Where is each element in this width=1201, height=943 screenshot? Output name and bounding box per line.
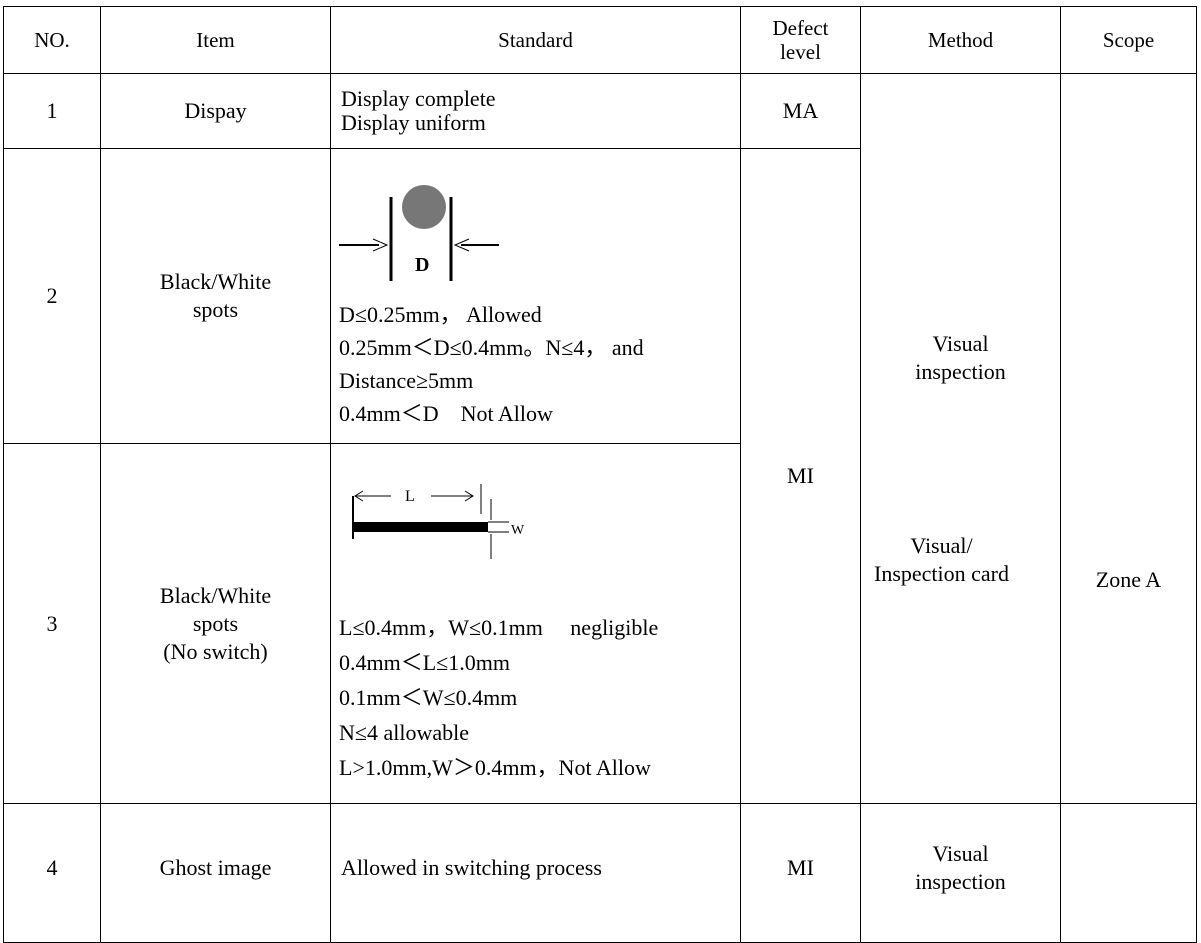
- figure-label: W: [511, 523, 525, 538]
- text: D≤0.25mm， Allowed: [339, 302, 542, 327]
- text: Visual: [932, 331, 989, 356]
- arrowhead: [354, 490, 364, 502]
- text: inspection: [915, 869, 1006, 894]
- cell: Display complete Display uniform: [330, 73, 741, 149]
- cell: Visual inspection Visual/Inspection card: [860, 73, 1061, 804]
- text: Ghost image: [159, 855, 272, 880]
- cell: Dispay: [100, 73, 331, 149]
- text: Black/White: [159, 582, 272, 608]
- arrowhead: [464, 490, 474, 502]
- text: MI: [787, 463, 814, 488]
- header-text: Defect level: [772, 16, 829, 64]
- cell: D D≤0.25mm， Allowed 0.25mm＜D≤0.4mm。N≤4， …: [330, 148, 741, 444]
- text: 0.4mm＜L≤1.0mm: [339, 650, 510, 675]
- header-cell: Item: [100, 6, 331, 74]
- text: 0.1mm＜W≤0.4mm: [339, 685, 518, 710]
- text-block: Visual/Inspection card: [874, 532, 1009, 588]
- header-cell: NO.: [3, 6, 101, 74]
- cell: MA: [740, 73, 861, 149]
- text: 4: [46, 855, 58, 880]
- cell: Visual inspection: [860, 803, 1061, 943]
- text: Display uniform: [341, 110, 486, 135]
- header-text: Item: [196, 28, 235, 52]
- text: Distance≥5mm: [339, 368, 474, 393]
- cell: Black/White spots: [100, 148, 331, 444]
- text: inspection: [915, 359, 1006, 384]
- text: Visual: [932, 841, 989, 866]
- text-block: Visual inspection: [861, 330, 1060, 386]
- cell: Black/White spots (No switch): [100, 443, 331, 804]
- text: L≤0.4mm，W≤0.1mm negligible: [339, 615, 659, 640]
- cell: MI: [740, 148, 861, 804]
- spot: [402, 185, 446, 229]
- spot-figure: D: [339, 185, 499, 281]
- header-text: Scope: [1102, 28, 1155, 52]
- cell: 1: [3, 73, 101, 149]
- text: MA: [782, 98, 819, 123]
- text: (No switch): [163, 638, 268, 664]
- cell: [1060, 803, 1197, 943]
- cell: Allowed in switching process: [330, 803, 741, 943]
- arrowhead: [453, 238, 470, 252]
- text: Zone A: [1095, 567, 1162, 592]
- cell: Ghost image: [100, 803, 331, 943]
- cell: MI: [740, 803, 861, 943]
- text: 0.4mm＜D Not Allow: [339, 401, 553, 426]
- text: 0.25mm＜D≤0.4mm。N≤4， and: [339, 335, 644, 360]
- header-text: Method: [927, 28, 994, 52]
- cell: 3: [3, 443, 101, 804]
- arrowhead: [372, 238, 389, 252]
- cell: 4: [3, 803, 101, 943]
- text: 2: [46, 283, 58, 308]
- text: MI: [787, 855, 814, 880]
- header-text: Standard: [498, 28, 573, 52]
- text: Allowed in switching process: [341, 855, 602, 880]
- text: spots: [192, 297, 239, 322]
- text: 1: [46, 98, 58, 123]
- text: Visual/: [910, 533, 973, 558]
- cell: 2: [3, 148, 101, 444]
- figure-label: L: [405, 488, 415, 505]
- text: Inspection card: [874, 561, 1009, 586]
- header-cell: Scope: [1060, 6, 1197, 74]
- text: L>1.0mm,W＞0.4mm，Not Allow: [339, 755, 651, 780]
- header-cell: Standard: [330, 6, 741, 74]
- cell: L W L≤0.4mm，W≤0.1mm negligible 0.4mm＜L≤1…: [330, 443, 741, 804]
- text: spots: [192, 610, 239, 636]
- cell: Zone A: [1060, 73, 1197, 804]
- line-figure: L W: [352, 484, 525, 559]
- header-text: NO.: [34, 28, 70, 52]
- text: N≤4 allowable: [339, 720, 469, 745]
- text: Display complete: [341, 86, 496, 111]
- header-cell: Method: [860, 6, 1061, 74]
- text: 3: [46, 610, 58, 636]
- bar: [353, 522, 488, 532]
- figure-label: D: [415, 254, 429, 276]
- header-cell: Defect level: [740, 6, 861, 74]
- text: Dispay: [184, 98, 247, 123]
- text: Black/White: [159, 269, 272, 294]
